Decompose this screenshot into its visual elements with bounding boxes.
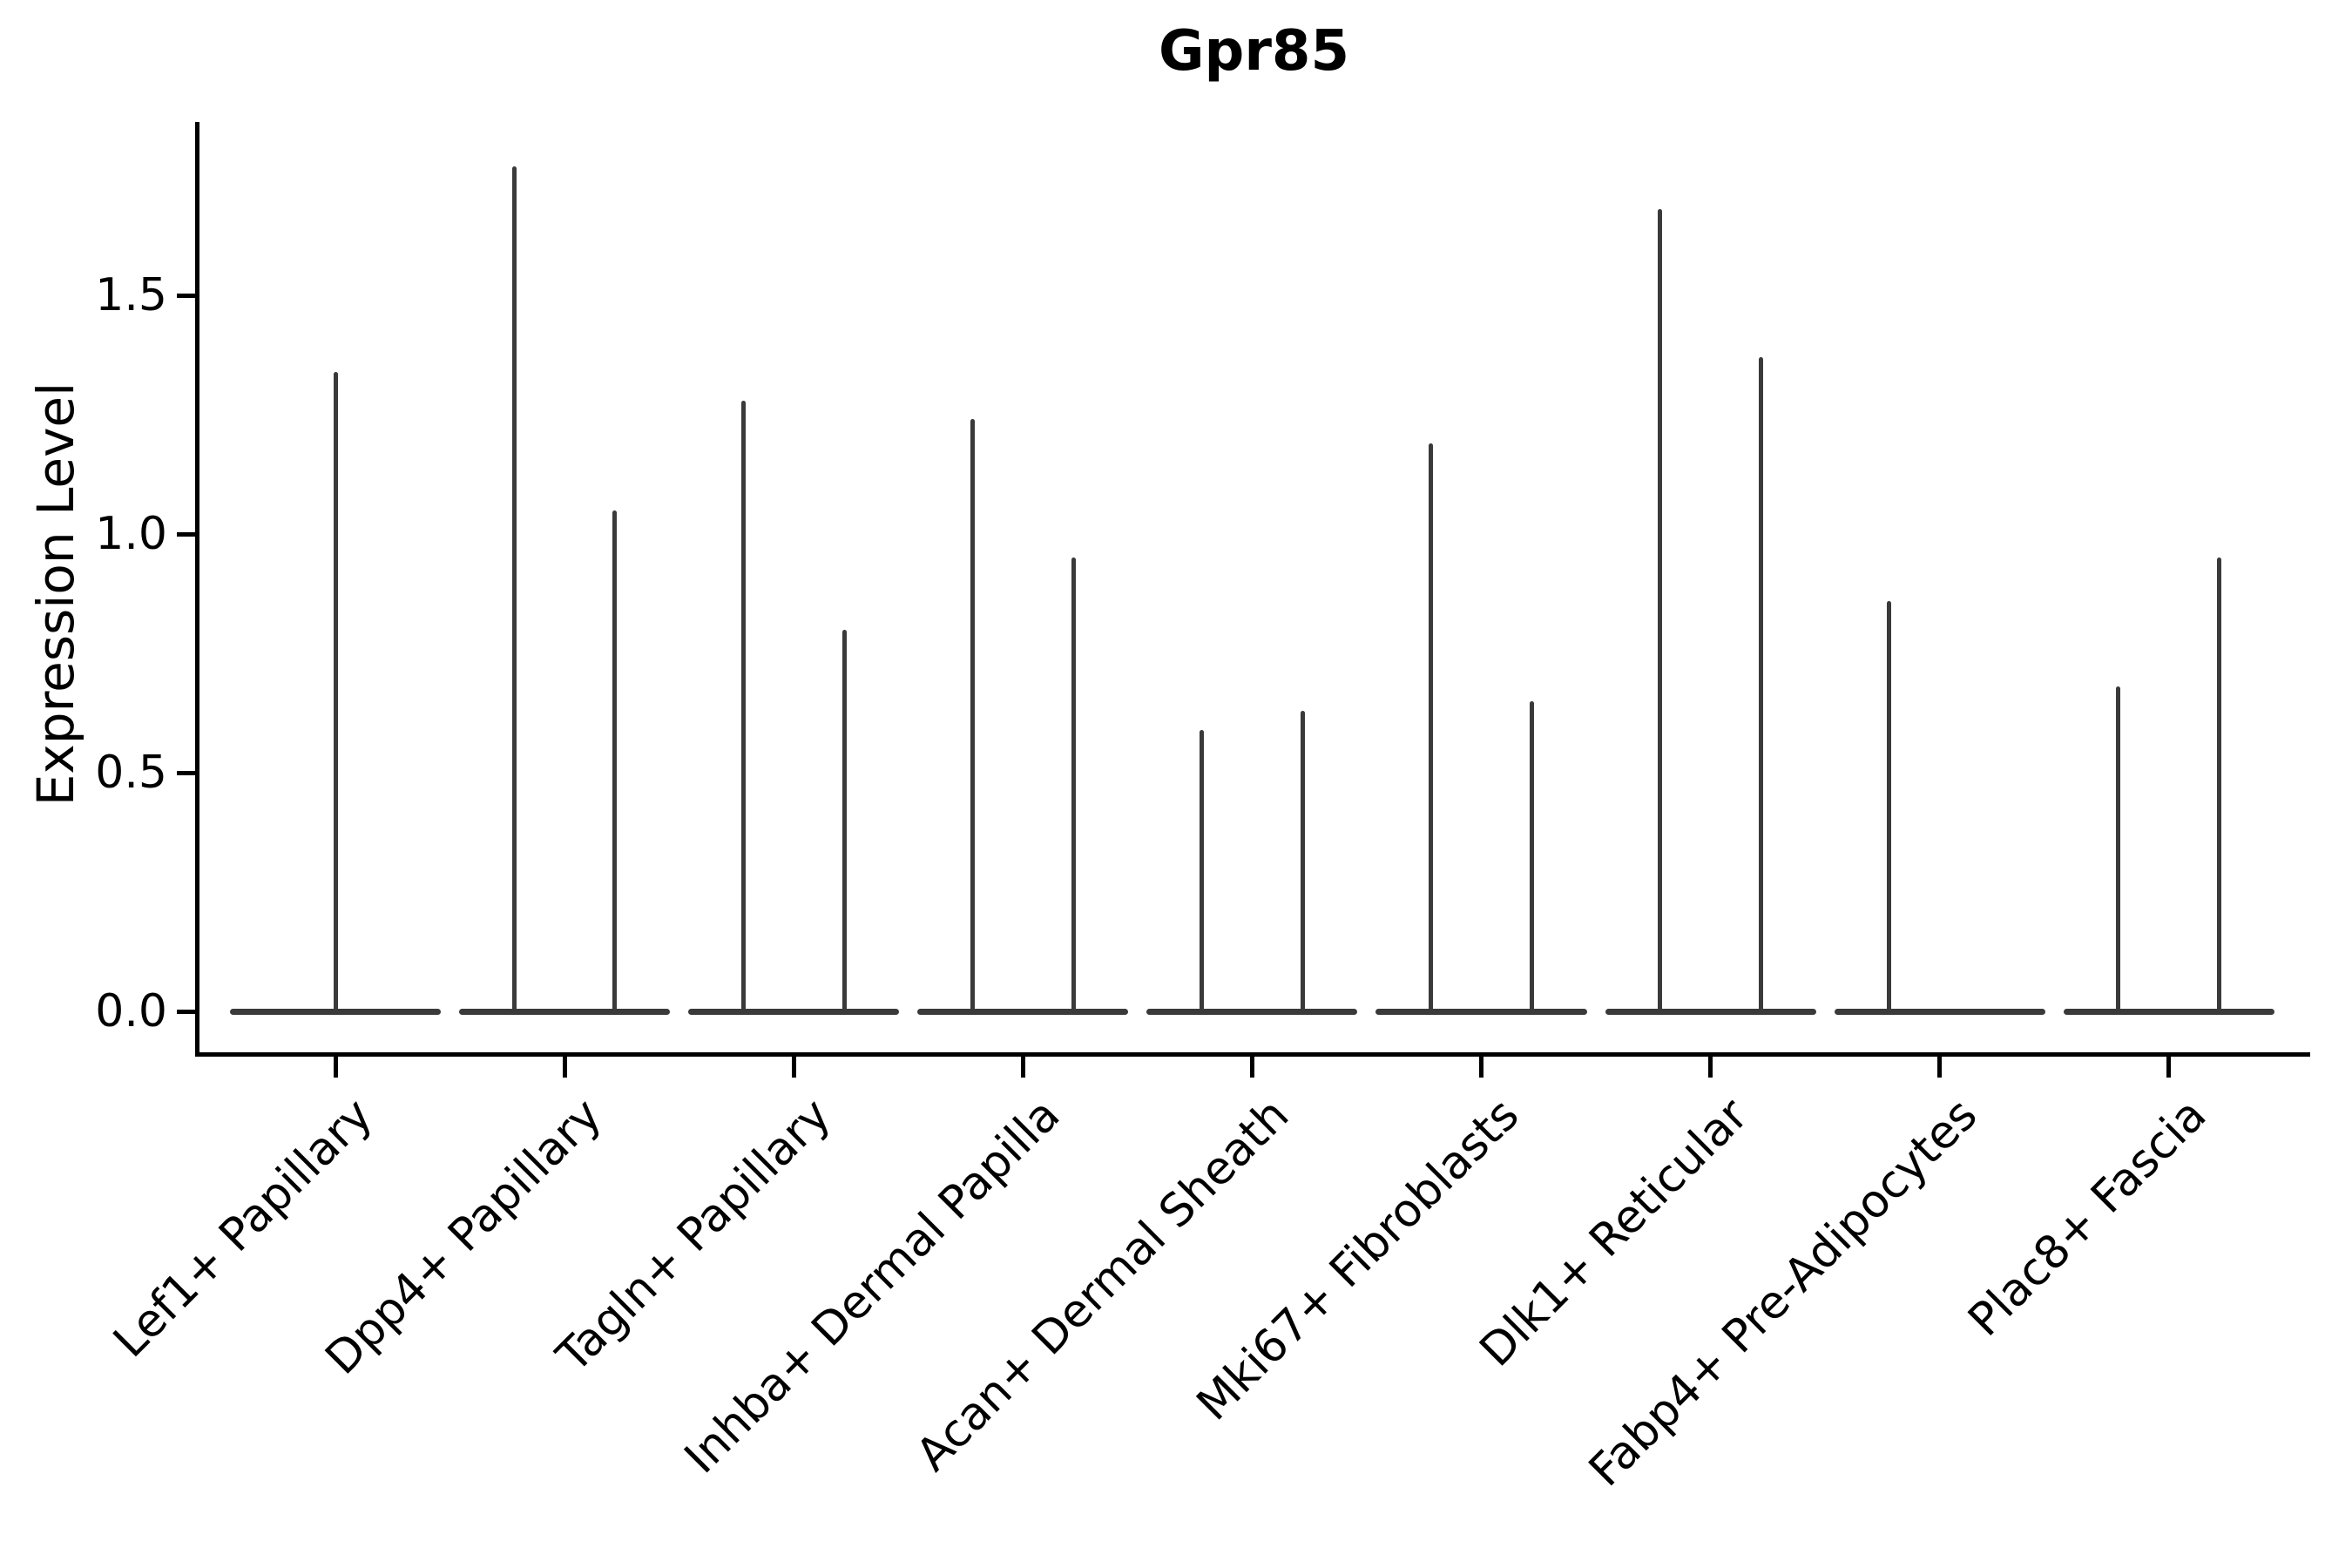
y-tick-label: 1.5 [95,269,167,321]
x-tick-label: Inhba+ Dermal Papilla [675,1088,1071,1484]
x-tick-mark [1937,1057,1943,1078]
violin-baseline [917,1008,1129,1015]
y-tick-mark [177,293,196,298]
violin-spike [841,629,847,1011]
violin-spike [1887,600,1892,1011]
y-tick-mark [177,770,196,775]
x-tick-mark [2166,1057,2172,1078]
x-tick-mark [1479,1057,1484,1078]
violin-spike [1300,710,1305,1011]
violin-spike [1071,558,1076,1011]
x-tick-label: Fabp4+ Pre-Adipocytes [1578,1088,1987,1497]
y-tick-label: 1.0 [95,508,167,560]
y-tick-mark [177,531,196,537]
x-tick-label: Tagln+ Papillary [547,1088,841,1383]
x-tick-label: Plac8+ Fascia [1958,1088,2217,1347]
violin-spike [1200,729,1205,1011]
violin-baseline [688,1008,900,1015]
violin-spike [2116,686,2121,1011]
x-axis-spine [195,1052,2310,1057]
x-tick-mark [562,1057,567,1078]
violin-spike [511,166,517,1011]
x-tick-mark [1020,1057,1025,1078]
violin-spike [1758,357,1763,1011]
violin-spike [970,419,975,1011]
x-tick-label: Mki67+ Fibroblasts [1186,1088,1529,1431]
violin-baseline [2063,1008,2274,1015]
violin-spike [1529,700,1534,1011]
y-tick-label: 0.0 [95,985,167,1037]
violin-spike [1429,443,1434,1011]
violin-baseline [1146,1008,1358,1015]
y-tick-label: 0.5 [95,747,167,799]
plot-title: Gpr85 [1159,19,1349,84]
violin-spike [740,400,746,1011]
violin-spike [2217,558,2222,1011]
violin-spike [1658,209,1663,1011]
x-tick-label: Dpp4+ Papillary [315,1088,612,1385]
y-tick-mark [177,1009,196,1014]
violin-spike [333,371,338,1011]
x-tick-mark [1708,1057,1713,1078]
y-axis-spine [195,122,199,1057]
x-tick-mark [791,1057,796,1078]
violin-baseline [1375,1008,1587,1015]
violin-baseline [1605,1008,1816,1015]
y-axis-label: Expression Level [26,382,85,807]
violin-baseline [1834,1008,2045,1015]
x-tick-label: Dlk1+ Reticular [1470,1088,1758,1377]
x-tick-mark [1249,1057,1254,1078]
violin-baseline [459,1008,671,1015]
violin-baseline [229,1008,442,1015]
x-tick-mark [333,1057,338,1078]
violin-spike [612,510,618,1011]
x-tick-label: Acan+ Dermal Sheath [907,1088,1300,1482]
